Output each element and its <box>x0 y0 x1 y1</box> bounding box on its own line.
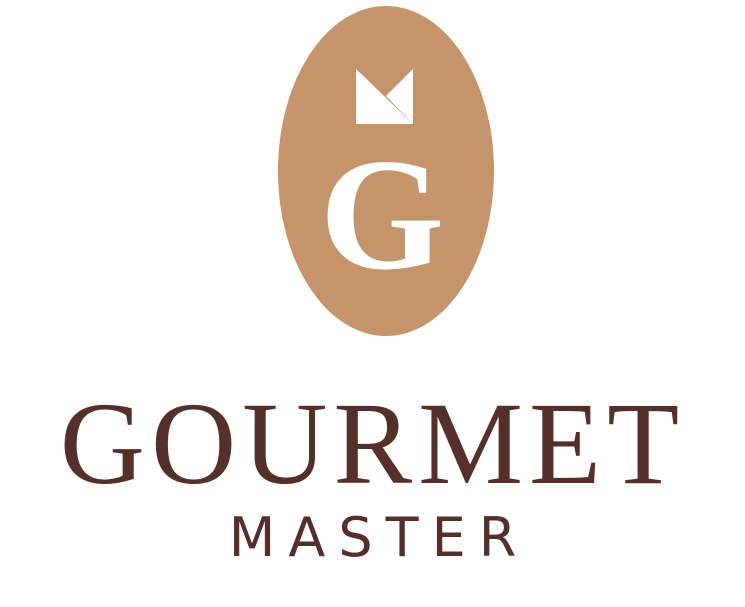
emblem-svg: G <box>278 6 494 336</box>
logo-emblem: G <box>276 4 496 338</box>
emblem-oval <box>278 6 494 336</box>
crown-icon <box>356 69 413 124</box>
brand-tagline: MASTER <box>228 506 530 569</box>
brand-wordmark: GOURMET <box>59 378 686 509</box>
monogram-letter: G <box>320 125 444 303</box>
